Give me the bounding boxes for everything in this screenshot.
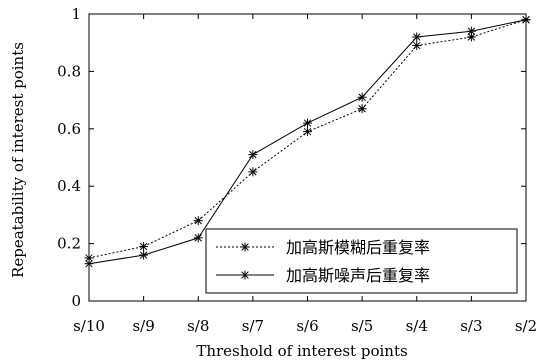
x-tick-label: s/9 [132, 317, 154, 335]
data-point [412, 32, 422, 42]
y-tick-label: 0.6 [57, 120, 81, 138]
data-point [357, 104, 367, 114]
x-tick-label: s/3 [460, 317, 482, 335]
data-point [248, 150, 258, 160]
x-tick-label: s/8 [187, 317, 209, 335]
data-point [357, 92, 367, 102]
series-1 [84, 15, 531, 263]
legend-item: 加高斯噪声后重复率 [216, 266, 430, 285]
x-axis-label: Threshold of interest points [196, 342, 407, 360]
tick-layer: 0 0.2 0.4 0.6 0.8 1 s/10 s/9 s/8 s/7 s/6 s/5 s/4 s/3 s… [57, 5, 536, 335]
x-tick-label: s/4 [406, 317, 428, 335]
y-tick-label: 0.8 [57, 62, 81, 80]
y-axis-label: Repeatability of interest points [9, 42, 27, 278]
y-tick-label: 1 [71, 5, 81, 23]
series-line [88, 19, 527, 265]
data-point [466, 26, 476, 36]
data-point [139, 241, 149, 251]
legend-label: 加高斯模糊后重复率 [286, 238, 430, 257]
x-tick-label: s/6 [296, 317, 318, 335]
y-tick-label: 0 [71, 292, 81, 310]
data-point [139, 250, 149, 260]
x-tick-label: s/2 [515, 317, 536, 335]
data-point [84, 259, 94, 269]
data-point [412, 41, 422, 51]
y-tick-label: 0.4 [57, 177, 81, 195]
legend-item: 加高斯模糊后重复率 [216, 238, 430, 257]
series-layer [84, 15, 531, 269]
legend-box [205, 228, 518, 294]
data-point [303, 127, 312, 137]
data-point [240, 270, 250, 280]
data-point [240, 242, 250, 252]
data-point [248, 167, 258, 177]
x-tick-label: s/10 [73, 317, 105, 335]
data-point [303, 118, 312, 128]
x-tick-label: s/7 [242, 317, 264, 335]
data-point [193, 216, 203, 226]
x-tick-label: s/5 [351, 317, 373, 335]
y-tick-label: 0.2 [57, 235, 81, 253]
series-2 [84, 15, 531, 269]
legend-label: 加高斯噪声后重复率 [286, 266, 430, 285]
data-point [193, 233, 203, 243]
series-line [88, 19, 527, 259]
